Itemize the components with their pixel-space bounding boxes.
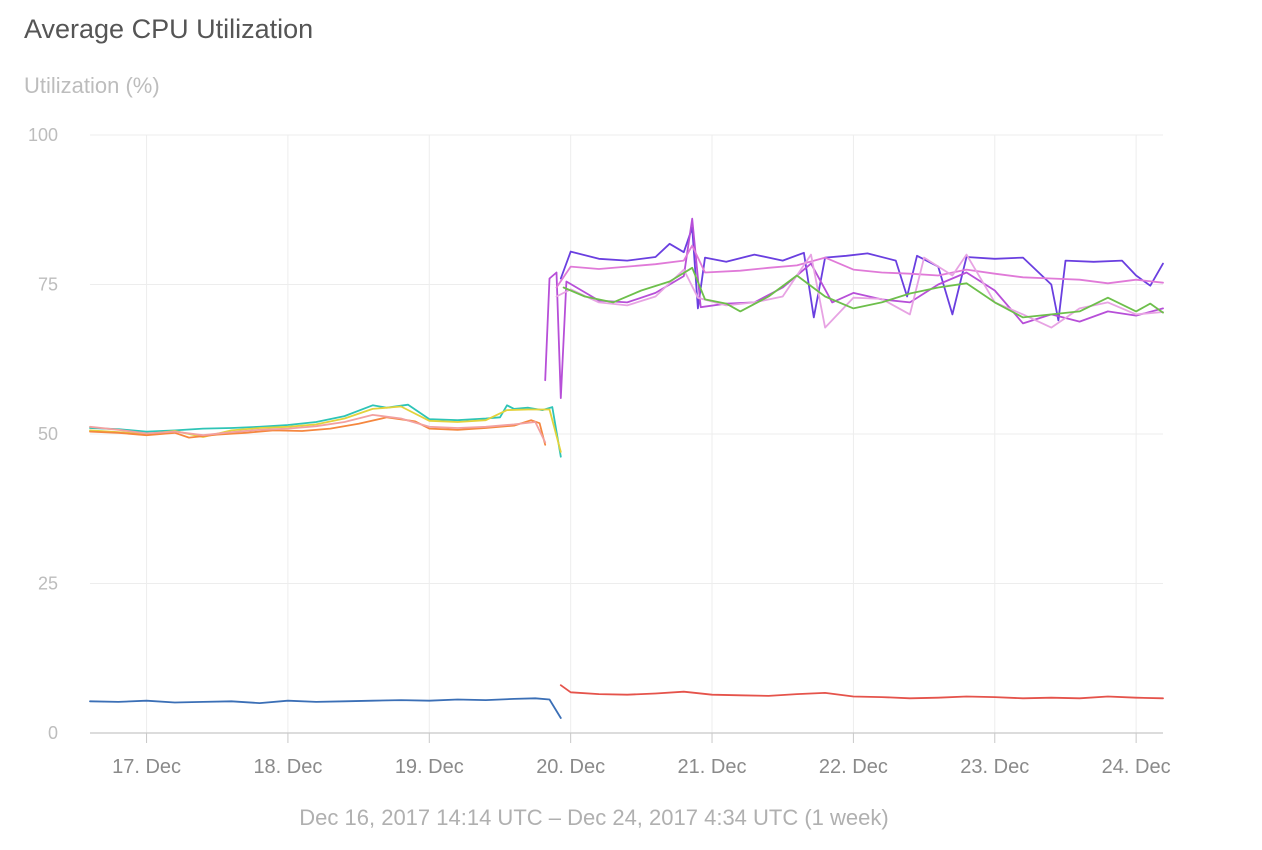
series-line-11 (562, 266, 1164, 319)
series-line-1 (89, 403, 562, 458)
x-tick-label: 19. Dec (395, 756, 464, 778)
x-tick-label: 21. Dec (678, 756, 747, 778)
x-tick-label: 24. Dec (1102, 756, 1171, 778)
x-tick-label: 22. Dec (819, 756, 888, 778)
series-line-7 (559, 226, 1164, 322)
y-axis-title: Utilization (%) (24, 73, 160, 98)
series-lines (89, 217, 1164, 719)
y-tick-label: 0 (48, 723, 58, 743)
y-tick-label: 75 (38, 275, 58, 295)
y-tick-label: 25 (38, 574, 58, 594)
y-tick-label: 100 (28, 125, 58, 145)
series-line-4 (89, 414, 547, 444)
series-line-10 (555, 253, 1164, 329)
grid-lines (90, 134, 1163, 733)
x-tick-label: 18. Dec (253, 756, 322, 778)
x-tick-label: 23. Dec (960, 756, 1029, 778)
date-range-caption: Dec 16, 2017 14:14 UTC – Dec 24, 2017 4:… (299, 805, 889, 830)
x-tick-label: 17. Dec (112, 756, 181, 778)
x-tick-label: 20. Dec (536, 756, 605, 778)
series-line-9 (555, 244, 1164, 289)
chart-title: Average CPU Utilization (24, 14, 314, 44)
y-tick-label: 50 (38, 424, 58, 444)
series-line-6 (559, 684, 1164, 700)
series-line-3 (89, 416, 547, 446)
axes: 0 25 50 75 100 17. Dec 18. Dec 19. Dec 20. Dec 21… (28, 125, 1171, 778)
series-line-5 (89, 697, 562, 719)
